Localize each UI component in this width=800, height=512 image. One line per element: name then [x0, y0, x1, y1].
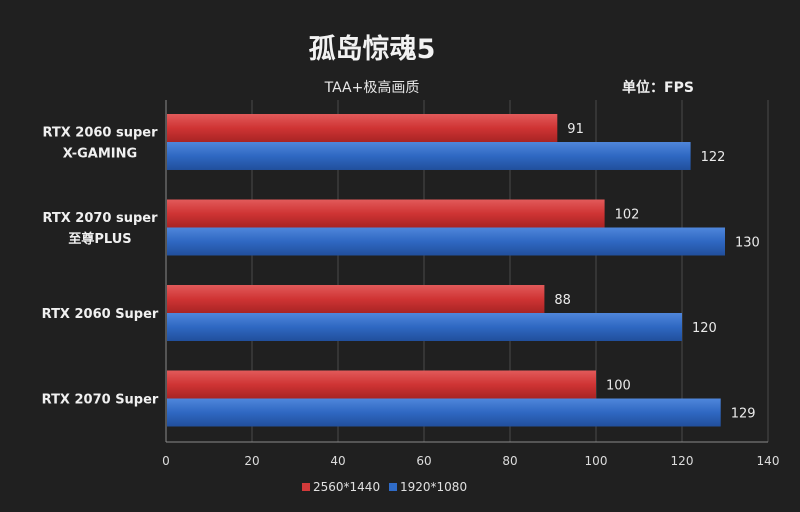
x-tick-label: 100 — [585, 454, 608, 468]
unit-label: 单位：FPS — [622, 79, 694, 96]
data-label: 129 — [731, 407, 756, 422]
x-tick-label: 140 — [757, 454, 780, 468]
legend-swatch — [302, 483, 310, 491]
category-label: 至尊PLUS — [68, 231, 131, 247]
legend: 2560*1440 1920*1080 — [302, 480, 467, 494]
x-tick-label: 40 — [330, 454, 345, 468]
category-label: RTX 2060 Super — [42, 307, 159, 322]
bar-1920*1080 — [167, 398, 721, 427]
bar-1920*1080 — [167, 313, 682, 341]
data-label: 88 — [554, 293, 571, 308]
data-label: 91 — [567, 122, 584, 137]
category-label: RTX 2070 super — [42, 211, 158, 226]
bars: 91 122 102 130 88 120 100 129 — [167, 114, 760, 427]
bar-2560*1440 — [167, 114, 558, 142]
x-axis-ticks: 0 20 40 60 80 100 120 140 — [162, 454, 779, 468]
legend-label: 2560*1440 — [313, 480, 380, 494]
data-label: 130 — [735, 236, 760, 251]
data-label: 122 — [701, 150, 726, 165]
x-tick-label: 120 — [671, 454, 694, 468]
chart-subtitle: TAA+极高画质 — [324, 79, 420, 96]
legend-label: 1920*1080 — [400, 480, 467, 494]
x-tick-label: 80 — [502, 454, 517, 468]
x-tick-label: 0 — [162, 454, 170, 468]
category-label: RTX 2060 super — [42, 126, 158, 141]
x-tick-label: 20 — [244, 454, 259, 468]
bar-2560*1440 — [167, 285, 545, 313]
category-labels: RTX 2060 super X-GAMING RTX 2070 super 至尊PL… — [42, 126, 159, 408]
bar-2560*1440 — [167, 370, 596, 399]
legend-swatch — [389, 483, 397, 491]
x-tick-label: 60 — [416, 454, 431, 468]
bar-1920*1080 — [167, 142, 691, 170]
chart-title: 孤岛惊魂5 — [309, 33, 436, 65]
category-label: RTX 2070 Super — [42, 393, 159, 408]
category-label: X-GAMING — [63, 147, 137, 162]
data-label: 100 — [606, 379, 631, 394]
bar-2560*1440 — [167, 199, 605, 228]
data-label: 102 — [615, 208, 640, 223]
bar-1920*1080 — [167, 227, 725, 256]
data-label: 120 — [692, 321, 717, 336]
